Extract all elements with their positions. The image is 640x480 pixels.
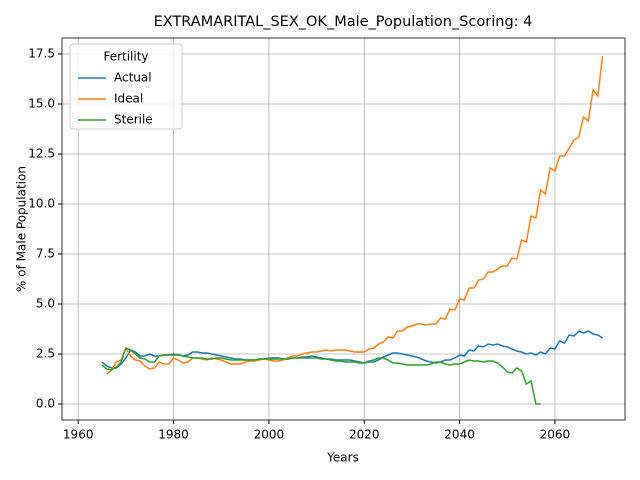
x-axis-label: Years <box>326 451 359 465</box>
legend-box <box>69 43 183 130</box>
legend-title: Fertility <box>103 50 148 64</box>
x-tick-label: 1980 <box>158 428 189 442</box>
x-tick-label: 2060 <box>540 428 571 442</box>
legend-label: Ideal <box>114 92 143 106</box>
y-tick-label: 15.0 <box>28 97 55 111</box>
series-line <box>106 55 604 375</box>
x-tick-label: 2040 <box>444 428 475 442</box>
y-axis-label: % of Male Population <box>15 166 29 292</box>
y-tick-label: 7.5 <box>36 247 55 261</box>
y-tick-label: 2.5 <box>36 347 55 361</box>
y-tick-label: 12.5 <box>28 147 55 161</box>
series-line <box>101 346 541 405</box>
x-tick-label: 2020 <box>349 428 380 442</box>
plot-frame <box>61 37 626 421</box>
y-tick-label: 10.0 <box>28 197 55 211</box>
y-tick-label: 5.0 <box>36 297 55 311</box>
y-tick-label: 17.5 <box>28 47 55 61</box>
series-line <box>101 330 603 369</box>
x-tick-label: 1960 <box>63 428 94 442</box>
chart-title: EXTRAMARITAL_SEX_OK_Male_Population_Scor… <box>154 14 533 30</box>
legend-label: Sterile <box>114 113 153 127</box>
legend-label: Actual <box>114 71 152 85</box>
y-tick-label: 0.0 <box>36 397 55 411</box>
x-tick-label: 2000 <box>254 428 285 442</box>
